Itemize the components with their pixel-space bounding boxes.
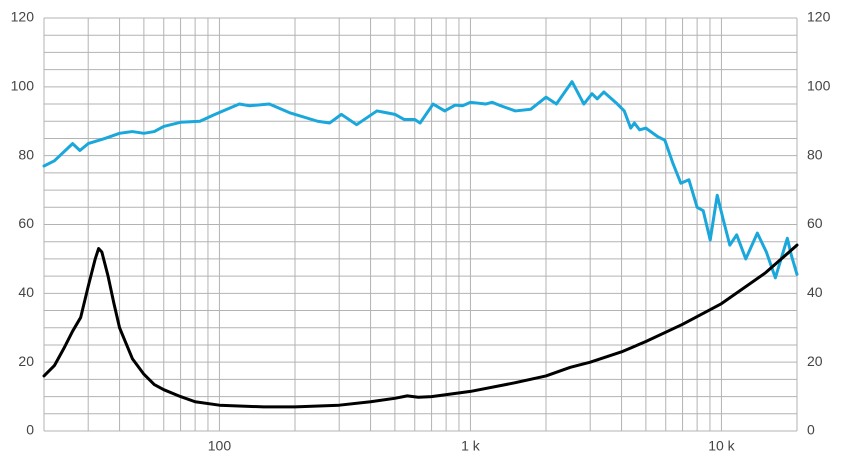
y2-tick-label: 80 [807, 146, 823, 162]
y-tick-label: 60 [18, 215, 34, 231]
series-line [42, 243, 799, 409]
y2-tick-label: 100 [807, 78, 831, 94]
x-tick-label: 1 k [461, 438, 481, 454]
y2-tick-label: 120 [807, 9, 831, 25]
x-tick-label: 10 k [708, 438, 735, 454]
y2-tick-label: 0 [807, 422, 815, 438]
y-tick-label: 80 [18, 146, 34, 162]
x-tick-label: 100 [208, 438, 232, 454]
y2-tick-label: 40 [807, 284, 823, 300]
y-tick-label: 0 [26, 422, 34, 438]
series-line [42, 80, 799, 280]
y-tick-label: 40 [18, 284, 34, 300]
y2-tick-label: 60 [807, 215, 823, 231]
y-tick-label: 100 [11, 78, 35, 94]
y-tick-label: 20 [18, 353, 34, 369]
y2-tick-label: 20 [807, 353, 823, 369]
y-tick-label: 120 [11, 9, 35, 25]
